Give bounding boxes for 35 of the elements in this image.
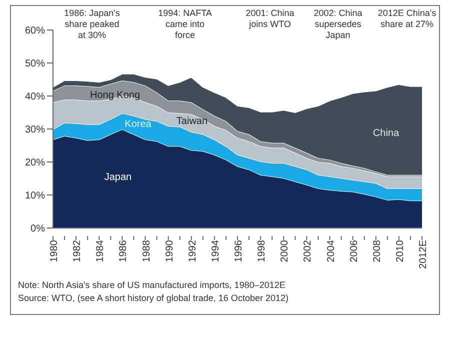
x-tick-label: 1988 <box>141 240 152 262</box>
x-tick-label: 1994 <box>210 240 222 262</box>
x-tick-label: 1980 <box>49 240 60 262</box>
series-label: Taiwan <box>176 116 208 127</box>
y-tick-label: 0% <box>30 224 46 235</box>
annotation: 1994: NAFTA came into force <box>158 8 212 41</box>
y-tick-label: 50% <box>24 58 46 70</box>
x-tick-label: 2002 <box>302 240 314 262</box>
y-tick-label: 20% <box>24 158 46 169</box>
x-tick-label: 1996 <box>234 240 244 262</box>
x-tick-label: 2006 <box>348 240 360 262</box>
annotation: 2002: China supersedes Japan <box>314 8 362 41</box>
text: Note: North Asia's share of US manufactured imports, 1980–2012E <box>18 280 286 290</box>
x-tick-label: 1982 <box>72 240 84 262</box>
x-tick-label: 2010 <box>394 240 406 262</box>
series-label: Korea <box>124 119 152 130</box>
x-tick-label: 2008 <box>372 240 383 262</box>
text: 2001: China joins WTO <box>246 8 294 30</box>
x-tick-label: 2012E <box>418 240 429 269</box>
y-tick-label: 30% <box>24 124 46 136</box>
y-tick-label: 60% <box>24 26 46 37</box>
series-label: Japan <box>104 172 132 183</box>
x-tick-label: 1998 <box>256 240 268 262</box>
series-label: China <box>372 128 400 139</box>
y-tick-label: 40% <box>24 92 46 103</box>
text: 2012E China's share at 27% <box>378 8 436 30</box>
y-tick-label: 10% <box>24 190 46 202</box>
x-tick-label: 1990 <box>164 240 176 262</box>
x-tick-label: 2004 <box>326 240 337 262</box>
x-tick-label: 2000 <box>280 240 291 262</box>
source-note: Source: WTO, (see A short history of global trade, 16 October 2012) <box>18 293 288 303</box>
annotation: 1986: Japan's share peaked at 30% <box>64 8 120 41</box>
x-tick-label: 1986 <box>118 240 130 262</box>
x-tick-label: 1992 <box>187 240 198 262</box>
x-tick-label: 1984 <box>95 240 106 262</box>
